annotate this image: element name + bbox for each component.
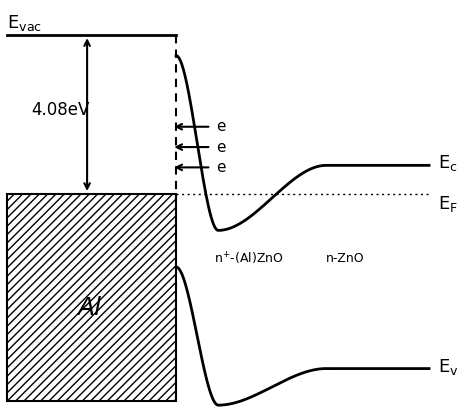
Text: n-ZnO: n-ZnO [326,252,365,265]
Text: E$_{\mathrm{c}}$: E$_{\mathrm{c}}$ [438,153,458,173]
Text: n$^{+}$-(Al)ZnO: n$^{+}$-(Al)ZnO [214,250,283,267]
Text: 4.08eV: 4.08eV [31,101,89,119]
Text: e: e [216,140,226,154]
Text: e: e [216,119,226,134]
Text: e: e [216,160,226,175]
Text: E$_{\mathrm{v}}$: E$_{\mathrm{v}}$ [438,356,459,377]
Text: Al: Al [77,296,101,320]
Text: E$_{\mathrm{F}}$: E$_{\mathrm{F}}$ [438,194,458,214]
Bar [8,194,176,401]
Text: E$_{\mathrm{vac}}$: E$_{\mathrm{vac}}$ [8,13,42,33]
